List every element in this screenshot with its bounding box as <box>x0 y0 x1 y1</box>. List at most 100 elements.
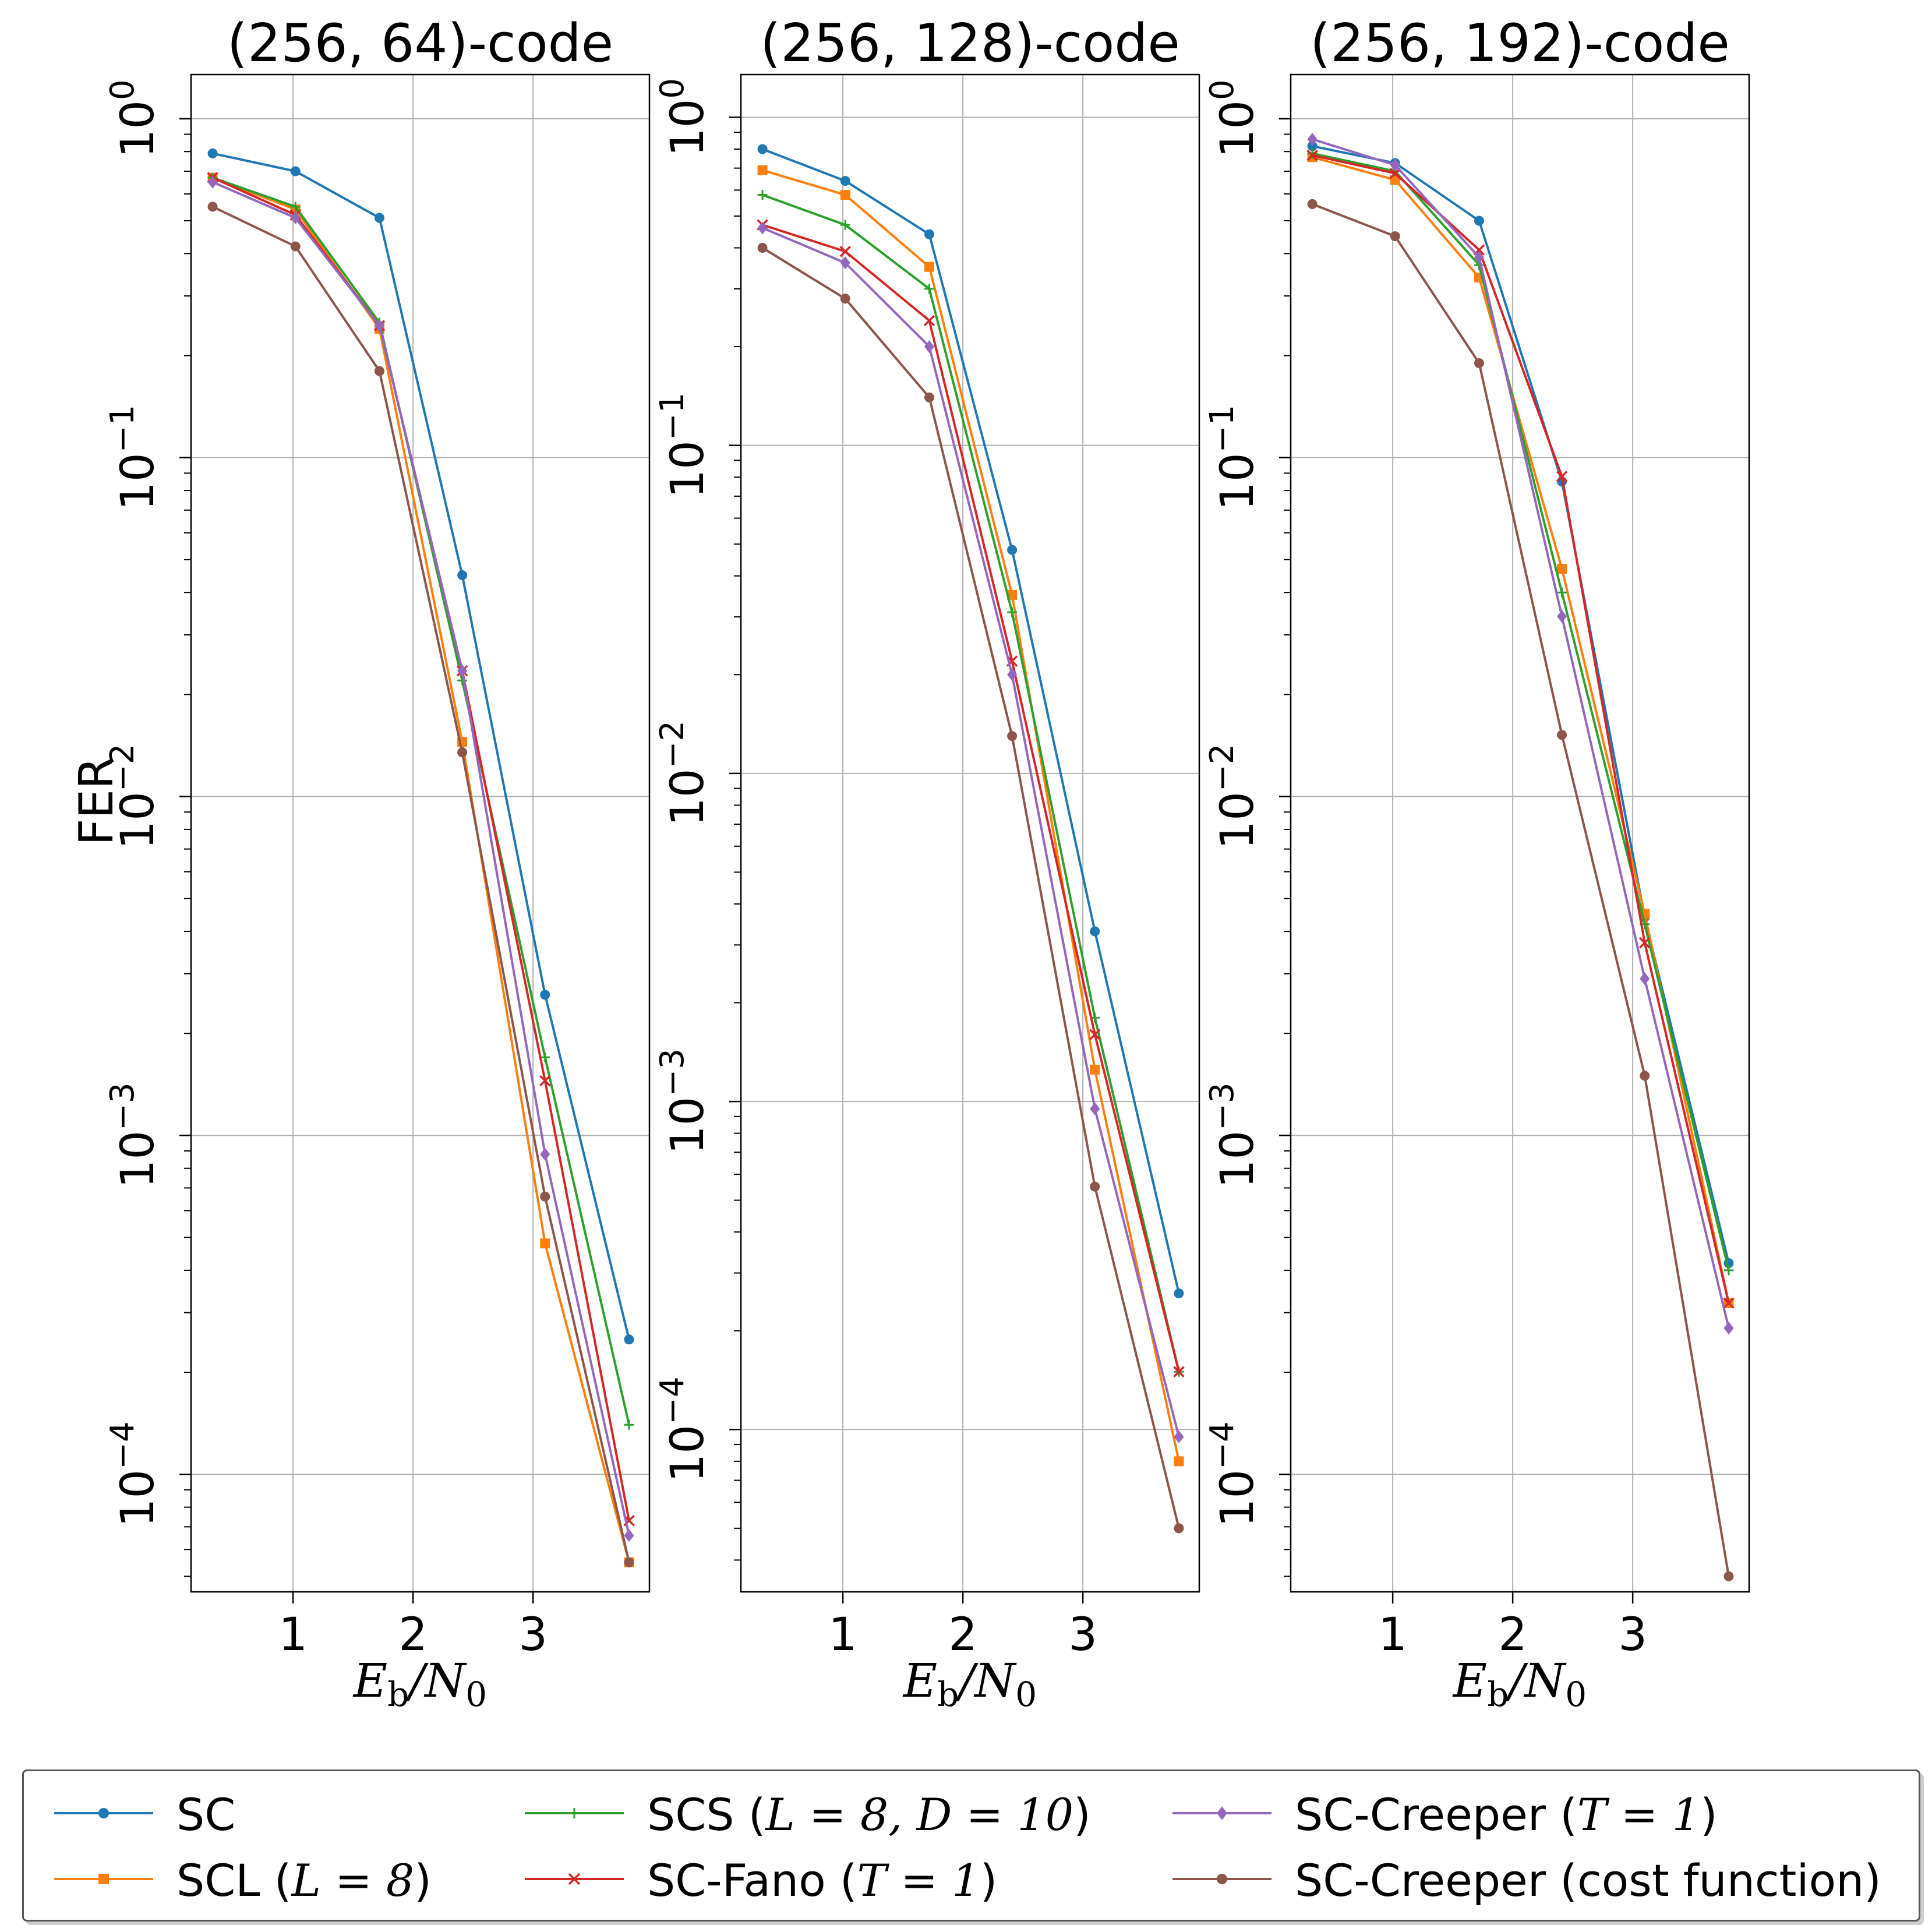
legend-swatch-marker <box>1217 1874 1227 1884</box>
data-point <box>757 165 768 175</box>
x-tick-label: 2 <box>398 1609 428 1661</box>
data-point <box>1557 610 1567 623</box>
data-point <box>1174 1288 1184 1299</box>
y-tick-label: 10−3 <box>654 1048 714 1154</box>
data-point <box>840 294 850 304</box>
x-tick-label: 1 <box>828 1609 857 1661</box>
data-point <box>624 1557 634 1567</box>
series-sc-creeper-cost-function <box>757 243 1184 1534</box>
data-point <box>1639 937 1651 949</box>
series-scs-l-8-d-10 <box>207 172 634 1430</box>
y-tick-label: 10−4 <box>1203 1421 1264 1527</box>
legend-label-sc-creeper-cost: SC-Creeper (cost function) <box>1295 1855 1881 1906</box>
data-point <box>540 1052 550 1062</box>
data-point <box>1557 730 1567 740</box>
data-point <box>1723 1265 1734 1276</box>
data-point <box>374 366 384 376</box>
data-point <box>624 1419 634 1430</box>
legend-swatch-marker <box>568 1873 581 1885</box>
data-point <box>1723 1322 1734 1335</box>
y-tick-label: 10−1 <box>104 405 164 511</box>
x-tick-label: 2 <box>948 1609 977 1661</box>
panel-title: (256, 192)-code <box>1310 13 1730 74</box>
axes-frame <box>190 73 651 1593</box>
x-tick-label: 1 <box>278 1609 308 1661</box>
legend-item-sc: SC <box>37 1784 596 1842</box>
legend-item-scl: SCL (L = 8) <box>37 1850 596 1908</box>
data-point <box>923 315 935 327</box>
series-sc-creeper-cost-function <box>207 202 634 1567</box>
data-point <box>1723 1571 1734 1581</box>
data-point <box>1007 607 1018 617</box>
legend-swatch-sc-creeper-cost <box>1172 1874 1271 1884</box>
data-point <box>1090 1102 1100 1115</box>
series-sc-fano-t-1 <box>207 172 635 1527</box>
data-point <box>374 319 384 333</box>
data-point <box>1090 1181 1100 1192</box>
data-point <box>757 144 768 154</box>
data-point <box>207 148 218 158</box>
legend-label-sc: SC <box>176 1789 236 1841</box>
data-point <box>1307 199 1318 209</box>
data-point <box>290 241 301 252</box>
series-line <box>762 246 1180 1529</box>
series-line <box>762 148 1180 1294</box>
series-line <box>1312 154 1730 1304</box>
data-point <box>1007 545 1018 555</box>
data-point <box>1474 358 1484 368</box>
data-point <box>457 747 468 758</box>
legend-swatch-sc <box>54 1808 153 1818</box>
legend-item-scs: SCS (L = 8, D = 10) <box>507 1784 1148 1842</box>
x-tick-label: 1 <box>1378 1609 1407 1661</box>
data-point <box>624 1529 634 1542</box>
series-scl-l-8 <box>757 165 1184 1467</box>
legend-swatch-scl <box>54 1874 153 1884</box>
y-tick-label: 10−1 <box>1203 405 1264 511</box>
series-line <box>1312 138 1730 1329</box>
series-scs-l-8-d-10 <box>757 190 1184 1377</box>
data-point <box>540 1238 550 1249</box>
series-line <box>212 176 630 1521</box>
legend-swatch-marker <box>98 1874 109 1884</box>
data-point <box>1174 1430 1184 1443</box>
data-point <box>290 166 301 176</box>
axes-frame <box>1290 73 1750 1593</box>
data-point <box>1090 926 1100 937</box>
data-point <box>840 190 850 200</box>
series-scs-l-8-d-10 <box>1307 148 1734 1276</box>
legend-swatch-marker <box>98 1808 109 1818</box>
x-tick-label: 3 <box>518 1609 548 1661</box>
data-point <box>1390 158 1400 172</box>
series-sc-creeper-t-1 <box>757 221 1184 1443</box>
series-sc <box>1307 141 1734 1269</box>
data-point <box>1557 587 1567 598</box>
data-point <box>924 229 934 239</box>
data-point <box>1174 1523 1184 1534</box>
data-point <box>457 570 468 580</box>
y-tick-label: 10−2 <box>104 744 164 850</box>
y-tick-label: 10−3 <box>104 1082 164 1188</box>
data-point <box>840 256 850 270</box>
data-point <box>924 392 934 402</box>
series-line <box>1312 152 1730 1271</box>
axes-frame <box>740 73 1200 1593</box>
legend-swatch-sc-creeper <box>1172 1806 1271 1820</box>
data-point <box>1640 1071 1650 1081</box>
legend-label-scl: SCL (L = 8) <box>176 1855 432 1906</box>
data-point <box>840 220 850 230</box>
series-sc <box>207 148 634 1345</box>
y-axis-label: FER <box>69 757 123 845</box>
y-tick-label: 100 <box>1203 79 1264 158</box>
legend-swatch-marker <box>1217 1806 1227 1820</box>
data-point <box>374 213 384 223</box>
data-point <box>1474 250 1484 264</box>
y-tick-label: 10−1 <box>654 393 714 499</box>
series-sc-fano-t-1 <box>1306 149 1735 1309</box>
panel-1: 10−4 10−3 10−2 10−1 100 1 2 3 (256, 64)-code Eb/N… <box>69 13 651 1714</box>
legend-item-sc-creeper: SC-Creeper (T = 1) <box>1155 1784 1906 1842</box>
data-point <box>1474 216 1484 226</box>
legend-label-sc-creeper: SC-Creeper (T = 1) <box>1295 1789 1718 1841</box>
x-tick-label: 3 <box>1618 1609 1647 1661</box>
legend-swatch-scs <box>525 1808 624 1818</box>
panel-3: 10−4 10−3 10−2 10−1 100 1 2 3 (256, 192)-code Eb/… <box>1203 13 1750 1714</box>
